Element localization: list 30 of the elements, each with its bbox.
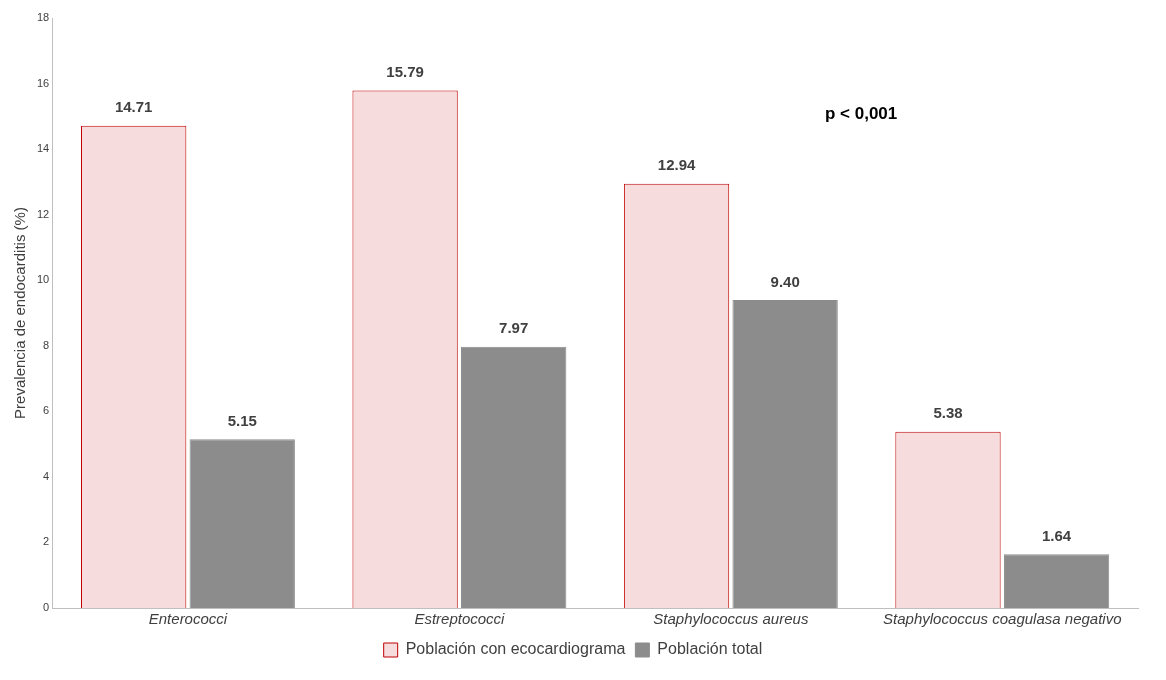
bar — [1003, 554, 1110, 608]
text: 7.97 — [499, 319, 529, 337]
legend-label: Población total — [657, 640, 763, 658]
text: 5.15 — [227, 411, 257, 429]
y-tick-label: 8 — [43, 338, 50, 351]
text: 9.40 — [770, 272, 800, 290]
y-tick-label: 10 — [36, 273, 50, 286]
text: 1.64 — [1041, 526, 1072, 544]
annotation: p < 0,001 — [824, 104, 898, 124]
x-tick-label: Staphylococcus coagulasa negativo — [883, 610, 1122, 628]
y-tick-label: 4 — [43, 469, 50, 482]
y-tick-label: 6 — [43, 404, 50, 417]
y-tick-label: 16 — [36, 76, 50, 89]
text: 5.38 — [933, 404, 963, 422]
bar — [732, 299, 838, 608]
y-tick-label: 0 — [43, 601, 50, 614]
text: 14.71 — [114, 98, 153, 116]
x-tick-label: Staphylococcus aureus — [653, 610, 809, 628]
text: 12.94 — [657, 156, 696, 174]
y-tick-label: 14 — [36, 142, 50, 155]
y-tick-label: 2 — [43, 535, 50, 548]
y-tick-label: 12 — [36, 207, 50, 220]
bar — [189, 439, 295, 608]
legend-label: Población con ecocardiograma — [405, 640, 626, 658]
bar — [461, 346, 567, 608]
y-axis-title: Prevalencia de endocarditis (%) — [11, 207, 29, 419]
text: 15.79 — [386, 63, 424, 81]
y-tick-label: 18 — [36, 11, 50, 24]
x-tick-label: Enterococci — [148, 610, 228, 628]
x-tick-label: Estreptococci — [414, 610, 506, 628]
